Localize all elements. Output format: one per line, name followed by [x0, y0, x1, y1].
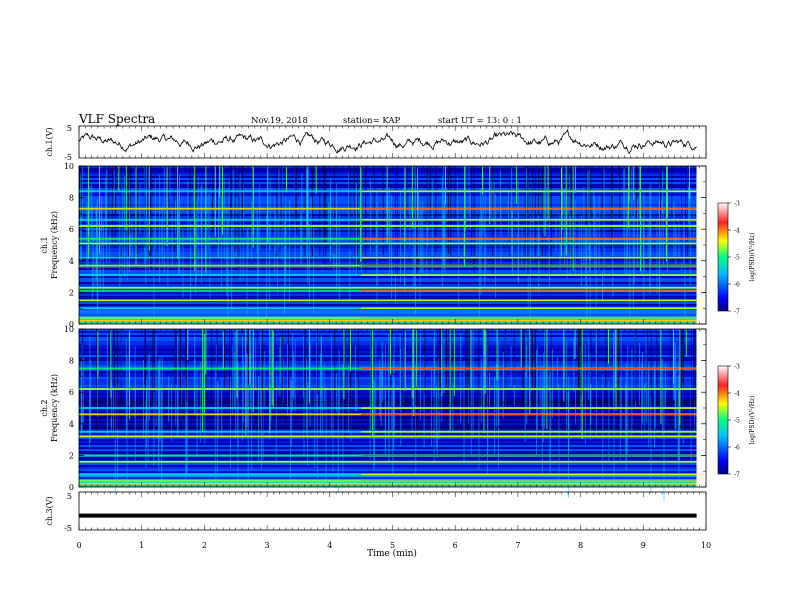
spec2-ytick-label: 10	[64, 325, 74, 334]
ch1-ylabel: ch.1(V)	[45, 127, 54, 156]
cb2-t-tick-label: -5	[734, 418, 740, 425]
ch2-spectrogram-panel: 0 2 4 6 8 10 ch.2 Frequency (kHz)	[40, 325, 707, 500]
ch1-colorbar-label: log(PSD)(V²/Hz)	[749, 233, 756, 282]
cb2-t-tick-label: -7	[734, 472, 740, 479]
figure-title: VLF Spectra	[78, 112, 155, 126]
time-axis-tick-label: 6	[453, 541, 458, 550]
spec2-ytick-label: 2	[69, 451, 74, 460]
station-label: station= KAP	[343, 116, 401, 126]
ch3-ytick-bottom: -5	[64, 524, 72, 533]
ch2-spectrogram	[79, 329, 706, 500]
ch3-ylabel: ch.3(V)	[45, 496, 54, 525]
spec1-ytick-label: 6	[69, 225, 74, 234]
time-axis-tick-label: 10	[701, 541, 711, 550]
time-axis-tick-label: 8	[578, 541, 583, 550]
spec2-ytick-label: 4	[69, 420, 74, 429]
time-axis-tick-label: 0	[76, 541, 81, 550]
ch2-colorbar: -3 -4 -5 -6 -7 log(PSD)(V²/Hz)	[717, 364, 756, 479]
ch2-spec-ylabel-line2: Frequency (kHz)	[50, 374, 59, 442]
time-axis-tick-label: 1	[139, 541, 144, 550]
time-axis-tick-label: 9	[641, 541, 646, 550]
time-axis-label: Time (min)	[367, 548, 417, 559]
ch1-spec-ylabel-line2: Frequency (kHz)	[50, 211, 59, 279]
cb1-t-tick-label: -4	[734, 228, 740, 235]
cb2-t-tick-label: -6	[734, 445, 740, 452]
spec2-ytick-label: 0	[69, 483, 74, 492]
start-time-label: start UT = 13: 0 : 1	[438, 116, 522, 126]
ch2-spec-ylabel-line1: ch.2	[40, 399, 49, 416]
ch1-spec-ylabel-line1: ch.1	[40, 236, 49, 253]
spec1-ytick-label: 2	[69, 288, 74, 297]
ch2-colorbar-label: log(PSD)(V²/Hz)	[749, 396, 756, 445]
spec1-ytick-label: 4	[69, 257, 74, 266]
spec1-ytick-label: 10	[64, 162, 74, 171]
cb1-t-tick-label: -6	[734, 282, 740, 289]
time-axis-tick-label: 5	[390, 541, 395, 550]
cb1-t-tick-label: -7	[734, 309, 740, 316]
ch1-spectrogram-panel: 0 2 4 6 8 10 ch.1 Frequency (kHz)	[40, 162, 707, 329]
time-axis-ticks	[78, 126, 707, 530]
ch1-colorbar: -3 -4 -5 -6 -7 log(PSD)(V²/Hz)	[717, 201, 756, 316]
time-axis-tick-label: 7	[515, 541, 520, 550]
ch1-waveform-line	[78, 128, 697, 155]
cb1-t-tick-label: -5	[734, 255, 740, 262]
ch1-ytick-top: 5	[67, 124, 72, 133]
date-label: Nov.19, 2018	[251, 116, 308, 126]
cb2-t-tick-label: -4	[734, 391, 740, 398]
spec2-ytick-label: 6	[69, 388, 74, 397]
ch3-waveform-line	[79, 513, 697, 518]
spec1-ytick-label: 8	[69, 194, 74, 203]
ch1-waveform-panel: 5 -5 ch.1(V)	[45, 124, 707, 162]
ch3-ytick-top: 5	[67, 492, 72, 501]
time-axis-tick-label: 2	[202, 541, 207, 550]
time-axis-tick-label: 3	[265, 541, 270, 550]
time-axis-tick-labels: 0 1 2 3 4 5 6 7 8 9 10	[76, 541, 711, 550]
time-axis-tick-label: 4	[327, 541, 332, 550]
ch1-ytick-bottom: -5	[64, 153, 72, 162]
cb2-t-tick-label: -3	[734, 364, 740, 371]
ch1-spectrogram	[79, 166, 706, 324]
ch3-waveform-panel: 5 -5 ch.3(V)	[45, 491, 707, 533]
spec2-ytick-label: 8	[69, 357, 74, 366]
cb1-t-tick-label: -3	[734, 201, 740, 208]
spec1-ytick-label: 0	[69, 320, 74, 329]
